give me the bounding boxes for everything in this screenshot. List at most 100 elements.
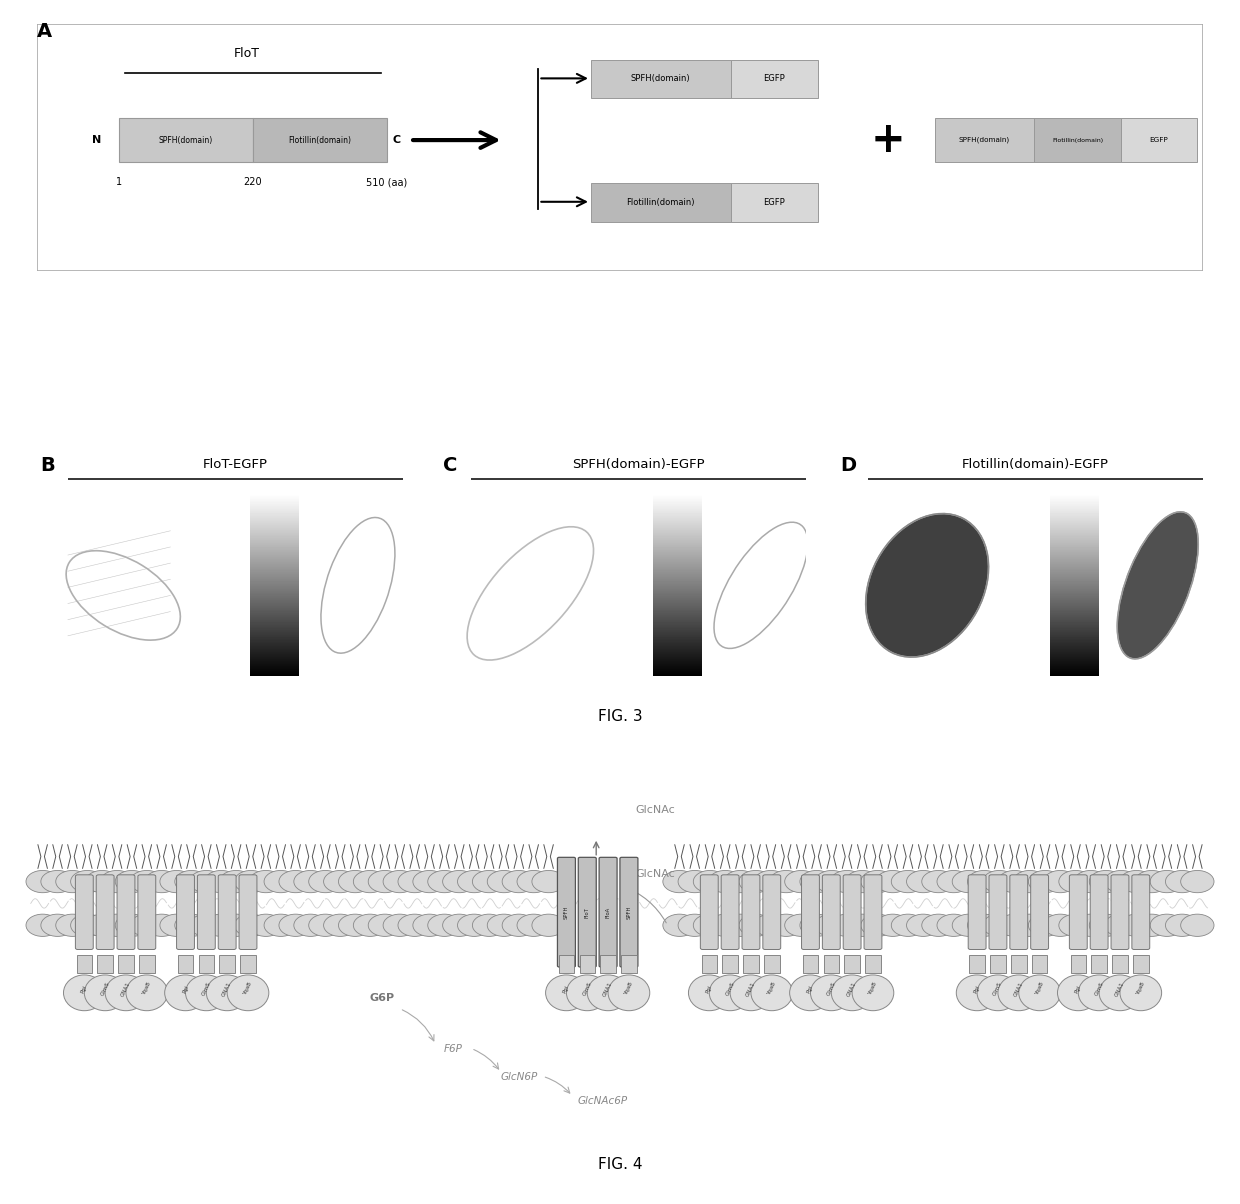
Ellipse shape: [227, 975, 269, 1010]
FancyBboxPatch shape: [822, 875, 841, 950]
Ellipse shape: [1117, 512, 1198, 659]
Ellipse shape: [852, 975, 894, 1010]
FancyBboxPatch shape: [1032, 955, 1048, 973]
Circle shape: [234, 870, 268, 892]
Text: YqaB: YqaB: [868, 981, 878, 996]
Circle shape: [1166, 914, 1199, 937]
Circle shape: [785, 914, 818, 937]
Ellipse shape: [709, 975, 751, 1010]
Circle shape: [708, 914, 742, 937]
FancyBboxPatch shape: [864, 875, 882, 950]
FancyBboxPatch shape: [37, 24, 1203, 271]
FancyBboxPatch shape: [702, 955, 717, 973]
FancyBboxPatch shape: [599, 857, 618, 967]
Circle shape: [26, 870, 60, 892]
FancyBboxPatch shape: [76, 875, 93, 950]
Text: SPFH(domain): SPFH(domain): [959, 137, 1009, 143]
Ellipse shape: [63, 975, 105, 1010]
Text: C: C: [393, 135, 401, 146]
Ellipse shape: [998, 975, 1039, 1010]
Ellipse shape: [688, 975, 730, 1010]
FancyBboxPatch shape: [219, 955, 234, 973]
Circle shape: [249, 870, 283, 892]
Circle shape: [160, 914, 193, 937]
Circle shape: [1151, 914, 1183, 937]
Circle shape: [86, 914, 119, 937]
Circle shape: [309, 870, 342, 892]
Text: GlmS: GlmS: [99, 981, 110, 997]
FancyBboxPatch shape: [578, 857, 596, 967]
Circle shape: [921, 914, 955, 937]
Ellipse shape: [1120, 975, 1162, 1010]
Text: F6P: F6P: [444, 1044, 463, 1055]
Circle shape: [861, 914, 894, 937]
Text: N: N: [92, 135, 102, 146]
Circle shape: [724, 914, 758, 937]
FancyBboxPatch shape: [621, 955, 636, 973]
Circle shape: [294, 914, 327, 937]
FancyBboxPatch shape: [591, 60, 730, 98]
Circle shape: [413, 914, 446, 937]
FancyBboxPatch shape: [935, 118, 1034, 163]
Circle shape: [264, 914, 298, 937]
Text: GNA1: GNA1: [222, 981, 233, 997]
FancyBboxPatch shape: [1070, 955, 1086, 973]
Text: YqaB: YqaB: [1034, 981, 1045, 996]
Text: Flotillin(domain): Flotillin(domain): [289, 136, 351, 144]
Circle shape: [339, 870, 372, 892]
Ellipse shape: [811, 975, 852, 1010]
Text: A: A: [37, 22, 52, 41]
Text: GlmS: GlmS: [201, 981, 212, 997]
Text: SPFH(domain)-EGFP: SPFH(domain)-EGFP: [573, 459, 704, 471]
FancyBboxPatch shape: [723, 955, 738, 973]
Circle shape: [770, 914, 802, 937]
Text: EGFP: EGFP: [1149, 137, 1168, 143]
Circle shape: [1074, 870, 1107, 892]
FancyBboxPatch shape: [620, 857, 637, 967]
FancyBboxPatch shape: [579, 955, 595, 973]
FancyBboxPatch shape: [743, 955, 759, 973]
Text: +: +: [870, 119, 905, 161]
Circle shape: [71, 914, 104, 937]
FancyBboxPatch shape: [730, 60, 818, 98]
Text: Pgi: Pgi: [563, 984, 570, 993]
Circle shape: [861, 870, 894, 892]
Circle shape: [1074, 914, 1107, 937]
Circle shape: [937, 914, 971, 937]
Circle shape: [663, 870, 696, 892]
Circle shape: [353, 870, 387, 892]
Circle shape: [160, 870, 193, 892]
Circle shape: [26, 914, 60, 937]
Ellipse shape: [1058, 975, 1099, 1010]
Circle shape: [115, 914, 149, 937]
Circle shape: [678, 914, 712, 937]
Circle shape: [982, 914, 1016, 937]
Circle shape: [1105, 870, 1138, 892]
Circle shape: [1151, 870, 1183, 892]
Circle shape: [353, 914, 387, 937]
Circle shape: [892, 914, 925, 937]
Text: 255: 255: [1104, 498, 1120, 508]
FancyBboxPatch shape: [97, 875, 114, 950]
Text: SPFH(domain): SPFH(domain): [631, 75, 691, 83]
Circle shape: [428, 870, 461, 892]
Circle shape: [1120, 914, 1153, 937]
Circle shape: [846, 914, 879, 937]
FancyBboxPatch shape: [239, 875, 257, 950]
Circle shape: [145, 870, 179, 892]
Circle shape: [472, 870, 506, 892]
Circle shape: [1013, 870, 1047, 892]
Circle shape: [770, 870, 802, 892]
FancyBboxPatch shape: [118, 955, 134, 973]
Text: D: D: [841, 456, 857, 476]
FancyBboxPatch shape: [990, 875, 1007, 950]
Circle shape: [1180, 914, 1214, 937]
Text: FIG. 3: FIG. 3: [598, 709, 642, 724]
Text: Pgi: Pgi: [706, 984, 713, 993]
FancyBboxPatch shape: [77, 955, 92, 973]
Text: 1: 1: [115, 177, 122, 187]
Circle shape: [219, 914, 253, 937]
Text: GlcNAc6P: GlcNAc6P: [577, 1096, 627, 1106]
Text: 510 (aa): 510 (aa): [366, 177, 408, 187]
FancyBboxPatch shape: [558, 857, 575, 967]
